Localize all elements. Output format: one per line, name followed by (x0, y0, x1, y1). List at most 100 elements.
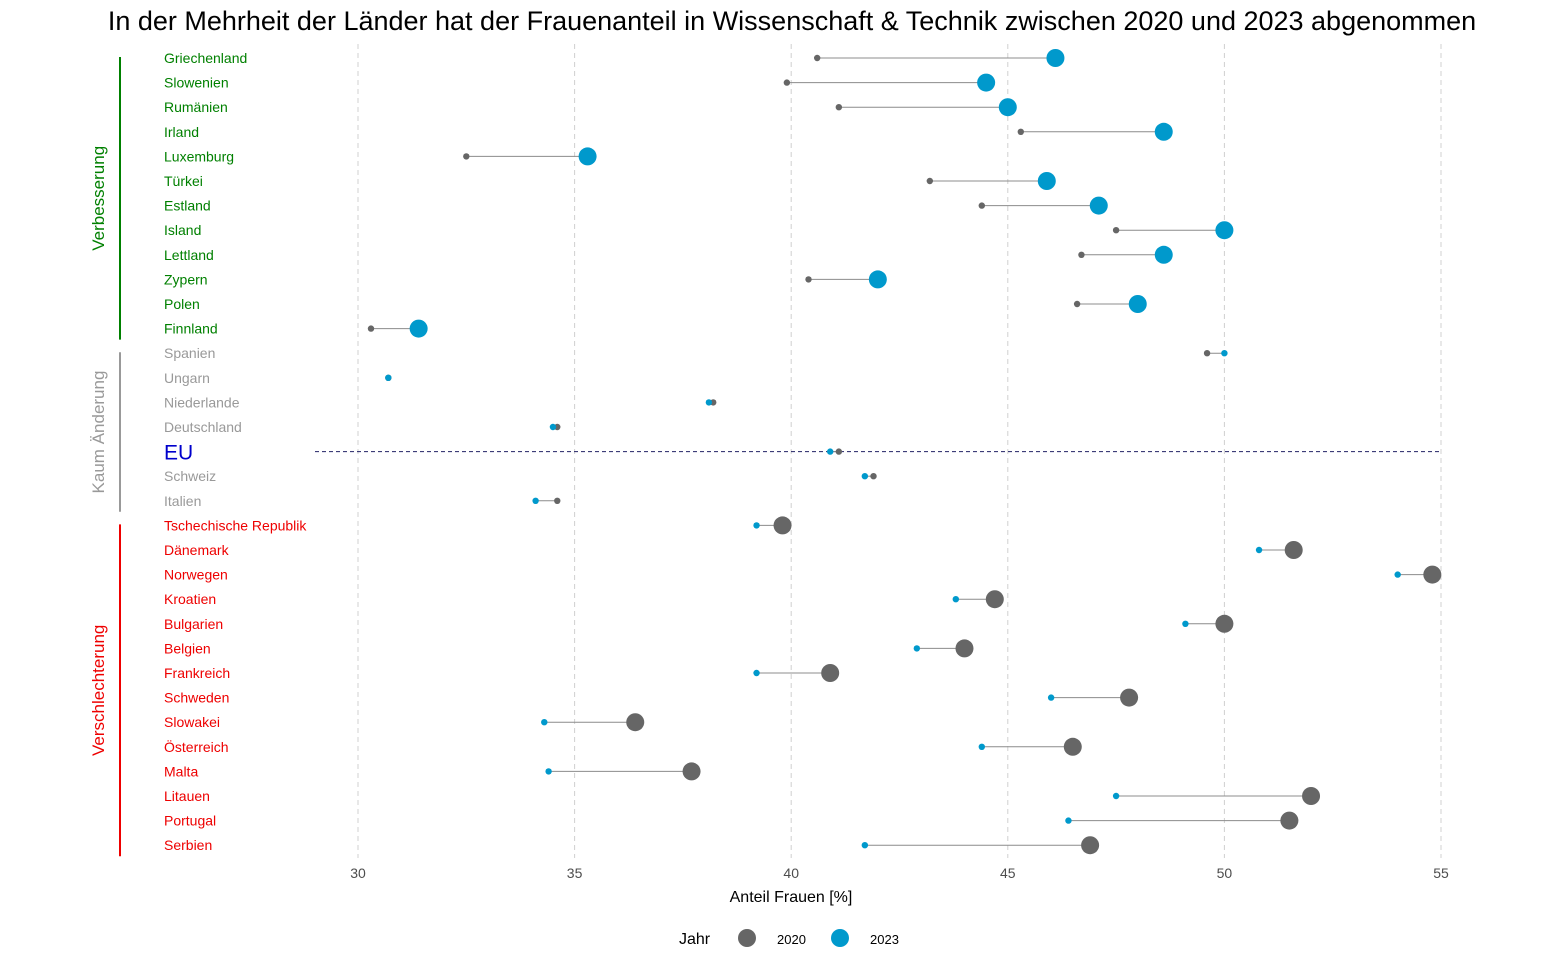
country-label: Schweden (164, 690, 229, 706)
country-label: Tschechische Republik (164, 517, 307, 533)
legend-title: Jahr (679, 931, 711, 948)
point-2020 (926, 177, 934, 185)
country-label: Ungarn (164, 370, 210, 386)
point-2020 (1017, 128, 1024, 135)
point-2023 (1394, 571, 1401, 578)
point-2023 (1221, 350, 1228, 357)
country-label: Belgien (164, 640, 211, 656)
eu-label: EU (164, 442, 193, 465)
point-2020 (985, 590, 1004, 609)
point-2023 (1255, 546, 1263, 554)
point-2020 (870, 473, 877, 480)
point-2023 (913, 645, 921, 652)
country-label: Niederlande (164, 394, 240, 410)
country-label: Norwegen (164, 567, 228, 583)
point-2020 (813, 54, 821, 62)
x-axis-ticks: 30 35 40 45 50 55 (350, 865, 1449, 881)
point-2023 (753, 669, 760, 677)
country-label: Slowakei (164, 714, 220, 730)
point-2023 (549, 423, 557, 431)
point-2020 (1284, 541, 1303, 559)
country-label: Litauen (164, 788, 210, 804)
point-2020 (1063, 737, 1082, 756)
country-label: Polen (164, 296, 200, 312)
point-2020 (1280, 811, 1299, 830)
country-label: Rumänien (164, 99, 228, 115)
point-2023 (1154, 245, 1173, 264)
point-2023 (1154, 122, 1173, 141)
point-2020 (783, 79, 791, 86)
point-2020 (1302, 787, 1321, 805)
point-2020 (367, 325, 375, 332)
country-label: Griechenland (164, 50, 247, 66)
country-label: Slowenien (164, 75, 229, 91)
x-tick-label: 45 (1000, 865, 1016, 881)
point-2023 (1089, 196, 1108, 215)
country-label: Luxemburg (164, 148, 234, 164)
country-label: Spanien (164, 345, 215, 361)
point-2020 (1423, 565, 1442, 584)
x-tick-label: 50 (1217, 865, 1233, 881)
point-2023 (578, 147, 597, 166)
legend-swatch (738, 929, 756, 947)
point-2023 (1037, 172, 1056, 190)
legend-label: 2023 (870, 932, 899, 947)
point-2020 (821, 664, 840, 682)
x-tick-label: 30 (350, 865, 366, 881)
point-2020 (835, 104, 843, 111)
point-2023 (1065, 817, 1072, 824)
point-2023 (868, 270, 887, 289)
country-label: Malta (164, 763, 198, 779)
country-label: Türkei (164, 173, 203, 189)
point-2020 (978, 202, 986, 209)
group-label: Verbesserung (89, 146, 108, 251)
country-label: Zypern (164, 271, 208, 287)
point-2023 (1046, 49, 1065, 67)
country-label: Österreich (164, 738, 229, 755)
point-2020 (1203, 350, 1211, 357)
country-label: Irland (164, 124, 199, 140)
dumbbell-marks (367, 49, 1442, 855)
country-label: Deutschland (164, 419, 242, 435)
point-2020 (1081, 836, 1100, 855)
country-label: Lettland (164, 247, 214, 263)
point-2023 (545, 768, 552, 775)
point-2023 (861, 473, 869, 480)
point-2023 (998, 98, 1017, 117)
point-2023 (1128, 295, 1147, 313)
country-label: Finnland (164, 321, 218, 337)
x-tick-label: 40 (783, 865, 799, 881)
group-brackets: Verbesserung Kaum Änderung Verschlechterun… (89, 57, 121, 857)
group-label: Verschlechterung (89, 625, 108, 756)
country-label: Dänemark (164, 542, 230, 558)
point-2020 (835, 448, 843, 455)
country-label: Schweiz (164, 468, 216, 484)
country-label: Bulgarien (164, 616, 223, 632)
country-label: Italien (164, 493, 201, 509)
legend: Jahr 2020 2023 (679, 929, 899, 948)
point-2023 (532, 497, 539, 504)
point-2020 (1112, 227, 1120, 234)
country-label: Kroatien (164, 591, 216, 607)
point-2020 (626, 713, 645, 732)
grid-lines (357, 44, 1442, 858)
x-axis-title: Anteil Frauen [%] (730, 889, 853, 906)
point-2020 (682, 762, 701, 781)
legend-label: 2020 (777, 932, 806, 947)
point-2020 (773, 516, 792, 535)
country-labels: Griechenland Slowenien Rumänien Irland Luxem… (164, 50, 307, 853)
point-2023 (1182, 620, 1189, 627)
chart-title: In der Mehrheit der Länder hat der Fraue… (108, 6, 1476, 36)
legend-swatch (831, 929, 849, 947)
point-2020 (554, 497, 561, 504)
point-2020 (1073, 300, 1081, 308)
point-2020 (463, 153, 470, 160)
point-2020 (1078, 251, 1085, 258)
point-2023 (385, 374, 392, 381)
country-label: Portugal (164, 813, 216, 829)
x-tick-label: 55 (1433, 865, 1449, 881)
point-2023 (409, 319, 428, 338)
country-label: Frankreich (164, 665, 230, 681)
point-2023 (952, 596, 960, 603)
